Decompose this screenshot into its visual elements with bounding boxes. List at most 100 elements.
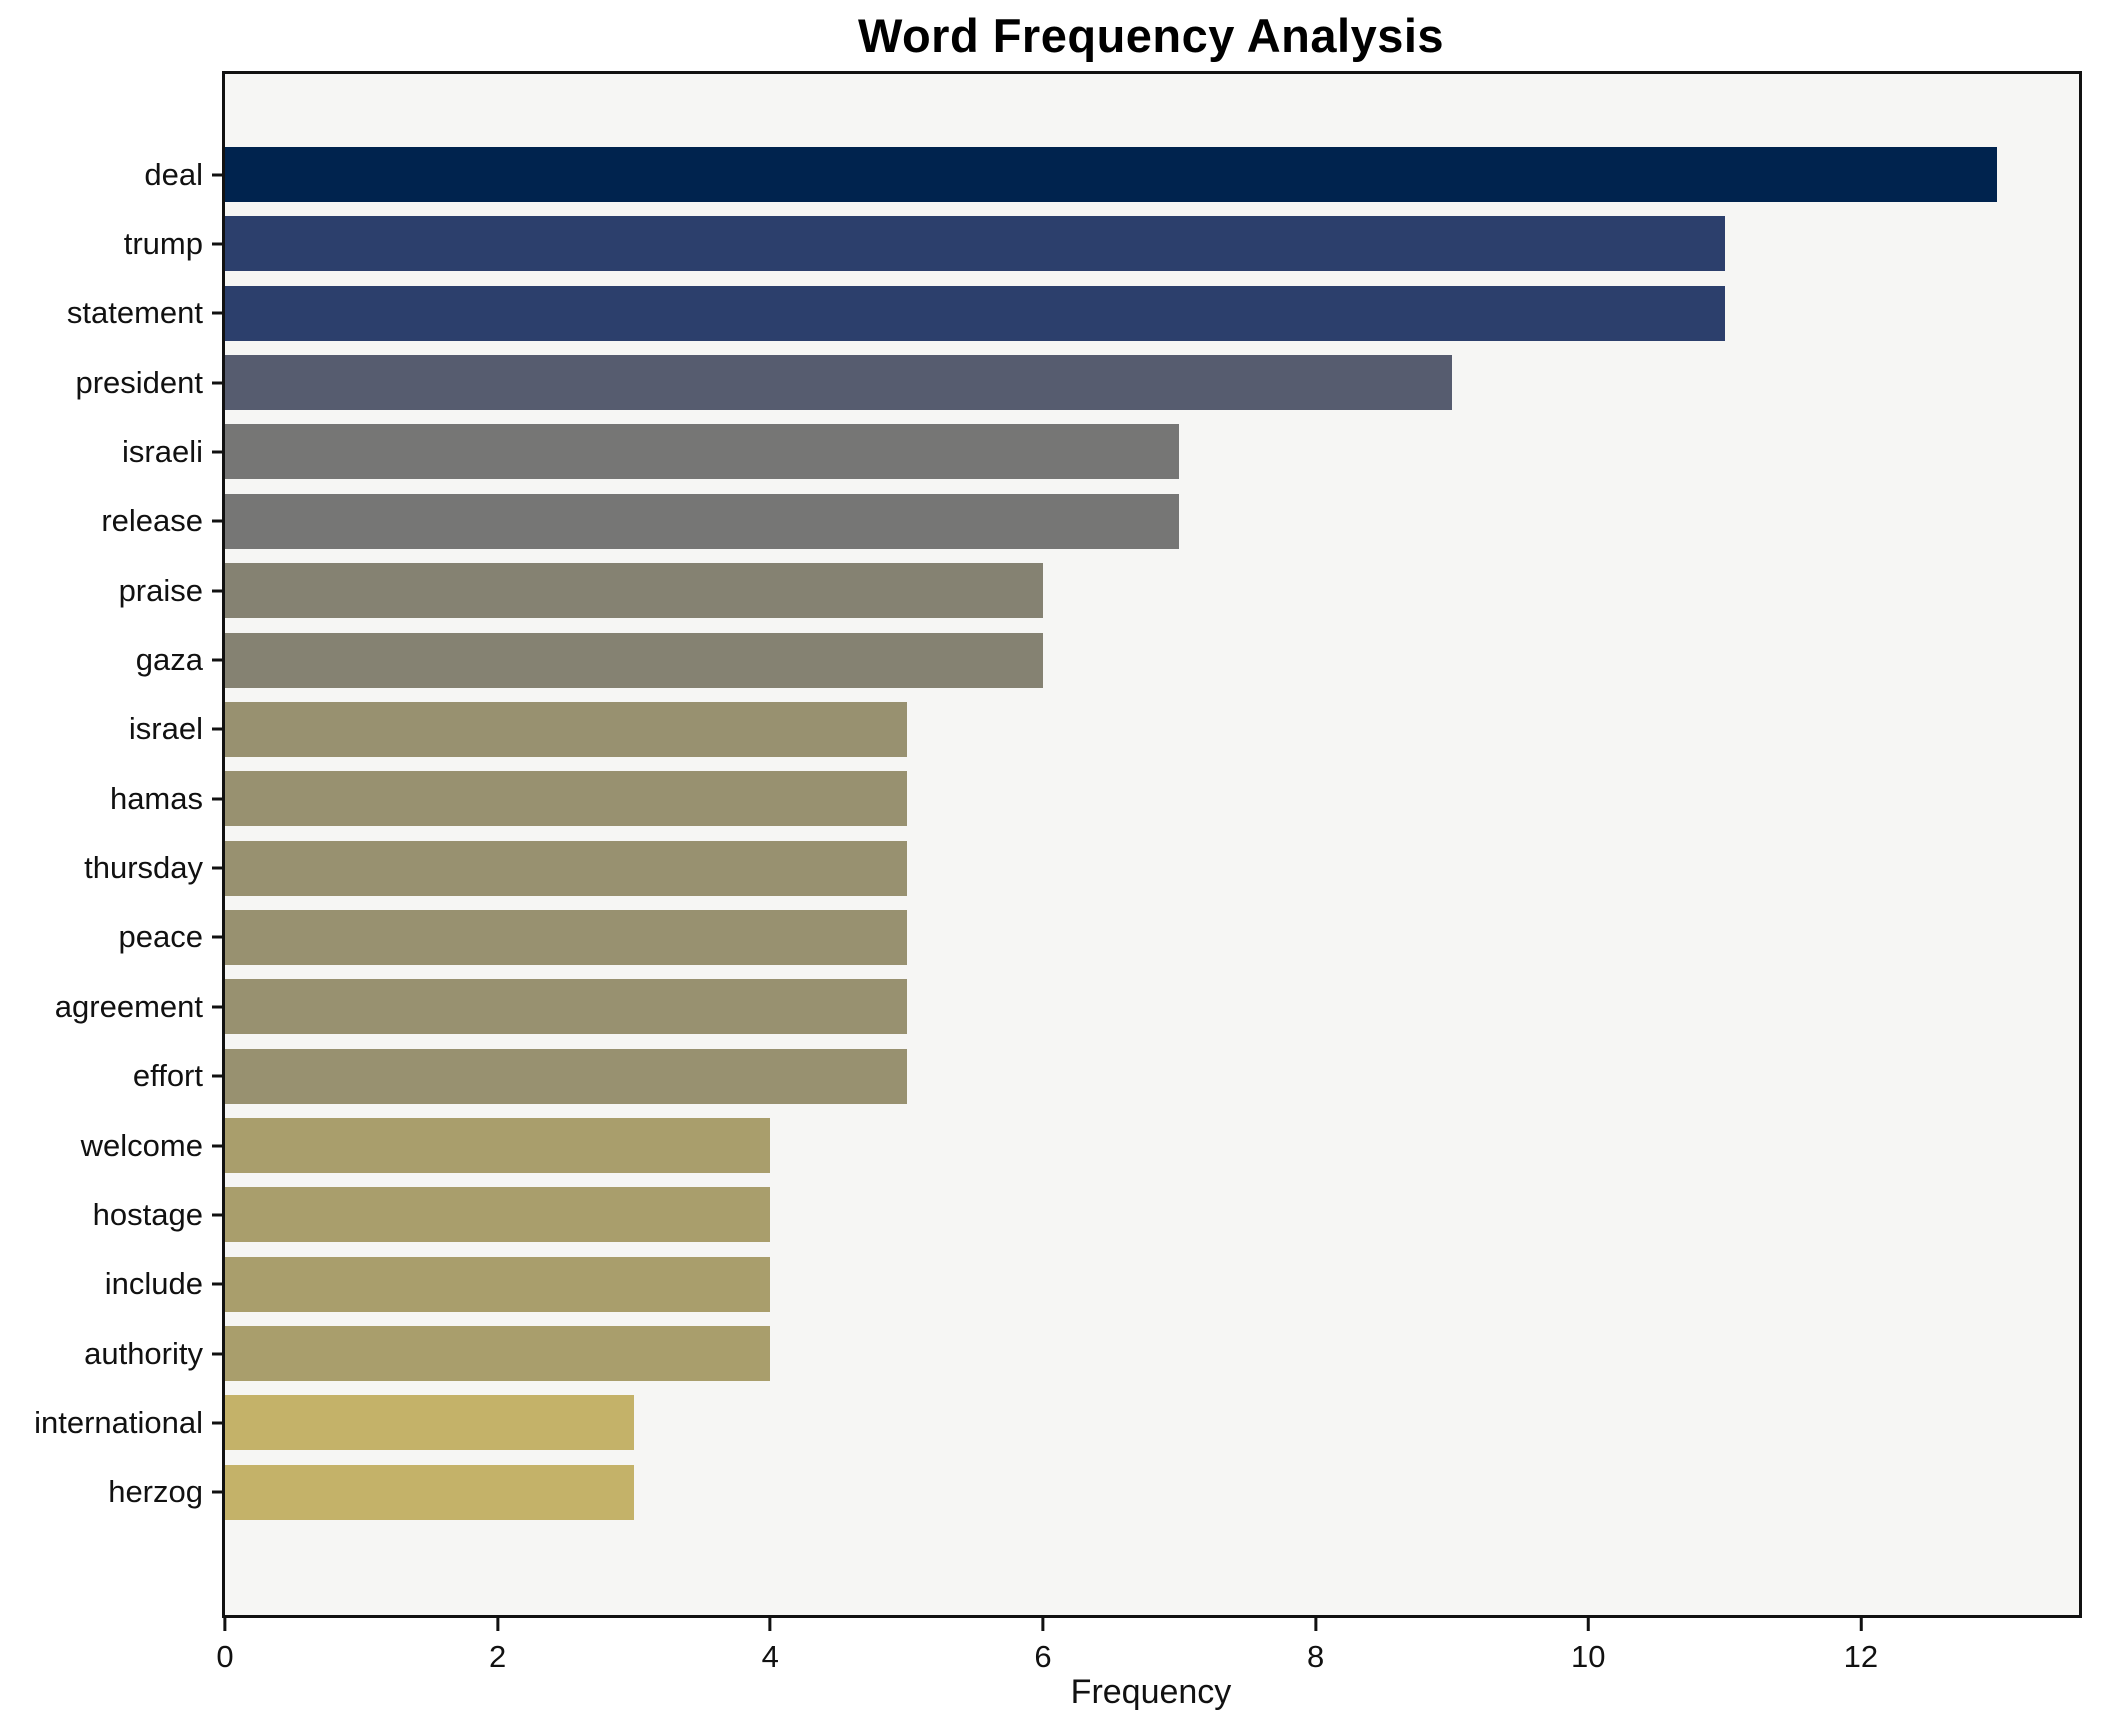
y-tick-label: gaza: [135, 642, 203, 678]
bar-praise: [225, 563, 1043, 619]
y-tick-label: authority: [84, 1335, 203, 1371]
y-tick-label: herzog: [108, 1474, 203, 1510]
y-tick-mark: [212, 1490, 222, 1494]
y-tick-label: release: [101, 503, 203, 539]
y-tick-label: agreement: [54, 988, 203, 1024]
y-tick-label: welcome: [80, 1127, 203, 1163]
y-tick-mark: [212, 1144, 222, 1148]
bar-effort: [225, 1048, 907, 1104]
bar-row: praise: [119, 563, 2079, 619]
bar-peace: [225, 909, 907, 965]
x-tick-mark: [1859, 1618, 1863, 1631]
bars-container: deal trump statement president israeli releas…: [34, 74, 2079, 1615]
bar-row: international: [34, 1395, 2079, 1451]
bar-row: statement: [67, 285, 2079, 341]
bar-row: authority: [84, 1326, 2079, 1382]
y-tick-mark: [212, 381, 222, 385]
x-tick-mark: [768, 1618, 772, 1631]
y-tick-label: thursday: [84, 850, 203, 886]
x-tick-label: 0: [216, 1639, 234, 1674]
y-tick-mark: [212, 1421, 222, 1425]
x-tick-mark: [1314, 1618, 1318, 1631]
y-tick-mark: [212, 1352, 222, 1356]
bar-row: agreement: [55, 979, 2079, 1035]
bar-welcome: [225, 1118, 771, 1174]
x-tick: 6: [1034, 1618, 1052, 1675]
y-tick-label: statement: [66, 295, 203, 331]
bar-gaza: [225, 632, 1043, 688]
x-tick-mark: [1586, 1618, 1590, 1631]
y-tick-mark: [212, 519, 222, 523]
x-tick-mark: [496, 1618, 500, 1631]
bar-row: include: [105, 1256, 2079, 1312]
y-tick-mark: [212, 1074, 222, 1078]
bar-row: peace: [119, 909, 2079, 965]
y-tick-mark: [212, 1282, 222, 1286]
bar-statement: [225, 285, 1725, 341]
x-tick-label: 8: [1306, 1639, 1325, 1674]
x-tick-label: 4: [761, 1639, 779, 1674]
bar-row: israel: [129, 701, 2079, 757]
y-tick-label: israeli: [122, 433, 203, 469]
x-tick-label: 6: [1034, 1639, 1052, 1674]
y-tick-mark: [212, 450, 222, 454]
bar-hostage: [225, 1187, 771, 1243]
bar-trump: [225, 216, 1725, 272]
bar-row: effort: [133, 1048, 2079, 1104]
bar-row: welcome: [81, 1118, 2079, 1174]
y-tick-label: praise: [118, 572, 203, 608]
y-tick-mark: [212, 242, 222, 246]
bar-row: herzog: [108, 1464, 2079, 1520]
bar-herzog: [225, 1464, 634, 1520]
y-tick-label: effort: [132, 1058, 203, 1094]
x-tick: 2: [489, 1618, 506, 1675]
y-tick-label: hostage: [92, 1196, 203, 1232]
bar-israeli: [225, 424, 1180, 480]
y-tick-mark: [212, 1005, 222, 1009]
y-tick-mark: [212, 797, 222, 801]
bar-president: [225, 355, 1452, 411]
y-tick-mark: [212, 311, 222, 315]
bar-row: gaza: [136, 632, 2079, 688]
y-tick-mark: [212, 589, 222, 593]
bar-agreement: [225, 979, 907, 1035]
x-tick: 10: [1571, 1618, 1605, 1675]
y-tick-mark: [212, 1213, 222, 1217]
chart-title: Word Frequency Analysis: [857, 9, 1445, 62]
y-tick-mark: [212, 173, 222, 176]
y-tick-mark: [212, 935, 222, 939]
bar-row: hostage: [93, 1187, 2079, 1243]
y-tick-mark: [212, 866, 222, 870]
y-tick-label: trump: [123, 225, 203, 261]
y-tick-mark: [212, 727, 222, 731]
x-tick: 4: [762, 1618, 779, 1675]
bar-international: [225, 1395, 634, 1451]
plot-area: deal trump statement president israeli releas…: [34, 71, 2082, 1674]
x-tick-mark: [1041, 1618, 1045, 1631]
bar-release: [225, 493, 1180, 549]
x-tick-label: 12: [1843, 1639, 1879, 1674]
y-tick-label: hamas: [109, 780, 203, 816]
x-tick-label: 10: [1570, 1639, 1606, 1674]
bar-thursday: [225, 840, 907, 896]
bar-row: president: [75, 355, 2079, 411]
bar-include: [225, 1256, 771, 1312]
bar-authority: [225, 1326, 771, 1382]
bar-hamas: [225, 771, 907, 827]
x-tick-label: 2: [489, 1639, 507, 1674]
bar-row: release: [101, 493, 2079, 549]
bar-israel: [225, 701, 907, 757]
bar-row: trump: [124, 216, 2079, 272]
x-tick: 12: [1844, 1618, 1878, 1675]
x-tick: 0: [216, 1618, 234, 1675]
x-tick: 8: [1307, 1618, 1324, 1675]
x-axis-label: Frequency: [1070, 1673, 1232, 1711]
x-tick-mark: [223, 1618, 227, 1631]
y-tick-mark: [212, 658, 222, 662]
y-tick-label: israel: [128, 711, 203, 747]
y-tick-label: peace: [118, 919, 203, 955]
bar-row: israeli: [122, 424, 2079, 480]
bar-deal: [225, 147, 1998, 202]
y-tick-label: president: [75, 364, 203, 400]
